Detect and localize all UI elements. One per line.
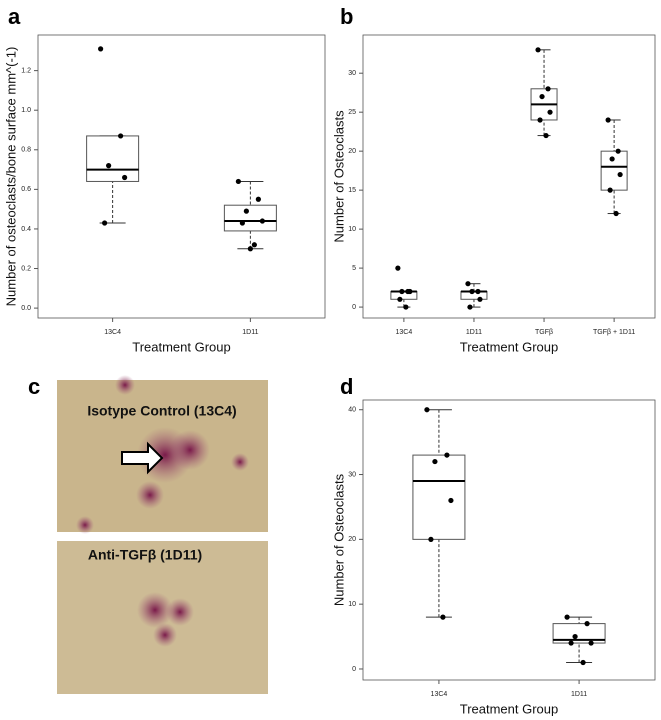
point [397, 296, 403, 302]
panel-letter: a [8, 4, 21, 29]
point [535, 47, 541, 53]
y-tick-label: 10 [348, 226, 356, 233]
point [617, 171, 623, 178]
point [465, 281, 471, 287]
point [122, 174, 128, 181]
panel-letter: b [340, 4, 353, 29]
y-tick-label: 15 [348, 187, 356, 194]
point [547, 109, 553, 115]
y-tick-label: 10 [348, 601, 356, 608]
point [247, 246, 253, 252]
point [568, 640, 574, 646]
y-tick-label: 0.6 [21, 186, 31, 193]
x-tick-label: 13C4 [431, 691, 448, 698]
point [572, 633, 578, 640]
x-tick-label: 13C4 [104, 329, 121, 336]
point [543, 132, 549, 139]
point [580, 659, 586, 666]
y-tick-label: 0.4 [21, 226, 31, 233]
point [584, 621, 590, 627]
y-tick-label: 0 [352, 666, 356, 673]
point [564, 614, 570, 620]
plot-frame [362, 399, 656, 681]
point [243, 208, 249, 214]
micrograph-bottom: Anti-TGFβ (1D11) [57, 541, 268, 694]
y-axis-title: Number of Osteoclasts [331, 473, 346, 606]
point [102, 220, 108, 226]
point [98, 46, 104, 52]
x-tick-label: 1D11 [571, 691, 587, 698]
y-axis-title: Number of osteoclasts/bone surface mm^(-… [3, 47, 18, 307]
point [467, 304, 473, 310]
y-tick-label: 0.8 [21, 147, 31, 154]
plot-frame [362, 34, 656, 319]
point [395, 265, 401, 271]
panel-letter: d [340, 374, 353, 399]
y-tick-label: 0.2 [21, 265, 31, 272]
y-tick-label: 5 [352, 265, 356, 272]
y-axis-title: Number of Osteoclasts [331, 110, 346, 243]
y-tick-label: 0.0 [21, 305, 31, 312]
point [605, 117, 611, 123]
x-axis-title: Treatment Group [132, 339, 231, 354]
point [537, 117, 543, 123]
point [615, 148, 621, 154]
box [223, 204, 277, 232]
point [399, 288, 405, 295]
point [255, 196, 261, 202]
micrograph-top: Isotype Control (13C4) [57, 375, 268, 534]
panel-letter: c [28, 374, 40, 399]
point [477, 296, 483, 302]
image-label: Anti-TGFβ (1D11) [88, 547, 202, 563]
point [440, 614, 446, 620]
point [448, 497, 454, 504]
y-tick-label: 30 [348, 70, 356, 77]
plot-frame [37, 34, 326, 319]
x-axis-title: Treatment Group [460, 339, 559, 354]
point [609, 156, 615, 162]
point [444, 452, 450, 458]
point [545, 86, 551, 92]
y-tick-label: 40 [348, 407, 356, 414]
x-tick-label: TGFβ [535, 329, 553, 336]
x-axis-title: Treatment Group [460, 701, 559, 716]
y-tick-label: 1.2 [21, 67, 31, 74]
point [607, 187, 613, 193]
point [539, 93, 545, 100]
x-tick-label: 1D11 [242, 329, 258, 336]
y-tick-label: 30 [348, 471, 356, 478]
x-tick-label: TGFβ + 1D11 [593, 329, 635, 336]
point [239, 220, 245, 226]
point [588, 640, 594, 646]
box [412, 454, 466, 540]
point [475, 288, 481, 295]
image-label: Isotype Control (13C4) [87, 403, 236, 419]
y-tick-label: 20 [348, 536, 356, 543]
y-tick-label: 25 [348, 109, 356, 116]
point [428, 536, 434, 542]
point [469, 288, 475, 295]
box [86, 135, 140, 182]
x-tick-label: 13C4 [396, 329, 413, 336]
point [235, 178, 241, 185]
y-tick-label: 1.0 [21, 107, 31, 114]
point [407, 288, 413, 295]
y-tick-label: 0 [352, 304, 356, 311]
point [251, 242, 257, 248]
x-tick-label: 1D11 [466, 329, 482, 336]
y-tick-label: 20 [348, 148, 356, 155]
point [106, 163, 112, 169]
point [118, 133, 124, 139]
box [552, 623, 606, 644]
point [403, 304, 409, 310]
point [432, 458, 438, 465]
point [259, 218, 265, 224]
point [424, 407, 430, 413]
box [600, 150, 628, 191]
point [613, 210, 619, 217]
